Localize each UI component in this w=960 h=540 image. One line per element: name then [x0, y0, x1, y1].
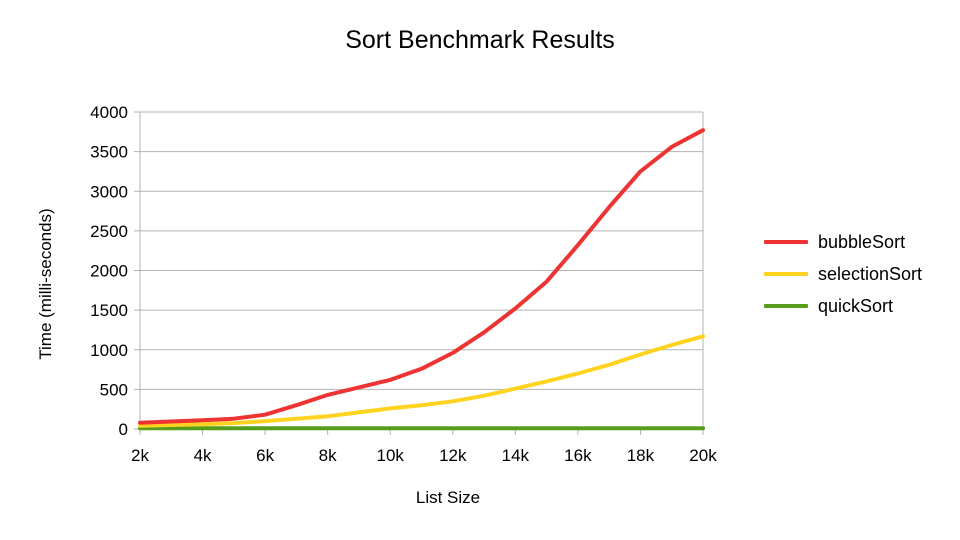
x-axis-title: List Size [415, 488, 481, 507]
legend-label: bubbleSort [818, 231, 906, 252]
y-tick-label: 500 [100, 380, 128, 399]
x-tick-label: 18k [627, 446, 655, 465]
y-tick-label: 2500 [90, 222, 128, 241]
x-tick-label: 20k [689, 446, 717, 465]
legend-swatch [764, 304, 808, 308]
x-tick-label: 6k [256, 446, 274, 465]
x-tick-label: 16k [564, 446, 592, 465]
legend-swatch [764, 272, 808, 276]
y-tick-label: 1000 [90, 341, 128, 360]
y-tick-label: 2000 [90, 262, 128, 281]
legend-item-bubbleSort: bubbleSort [764, 226, 954, 258]
x-tick-label: 2k [131, 446, 149, 465]
y-tick-label: 3000 [90, 182, 128, 201]
series-line-bubbleSort [138, 128, 705, 425]
x-tick-label: 12k [439, 446, 467, 465]
x-tick-label: 10k [377, 446, 405, 465]
y-tick-label: 0 [119, 420, 128, 439]
y-tick-label: 3500 [90, 143, 128, 162]
legend-item-selectionSort: selectionSort [764, 258, 954, 290]
legend-item-quickSort: quickSort [764, 290, 954, 322]
x-tick-label: 14k [502, 446, 530, 465]
x-tick-label: 4k [194, 446, 212, 465]
y-tick-label: 1500 [90, 301, 128, 320]
legend-swatch [764, 240, 808, 244]
y-tick-label: 4000 [90, 103, 128, 122]
series-line-selectionSort [138, 334, 705, 428]
y-axis-title: Time (milli-seconds) [36, 208, 55, 360]
x-tick-label: 8k [319, 446, 337, 465]
legend-label: quickSort [818, 295, 894, 316]
chart-title: Sort Benchmark Results [345, 26, 615, 54]
legend-label: selectionSort [818, 263, 923, 284]
legend: bubbleSort selectionSort quickSort [764, 226, 954, 322]
